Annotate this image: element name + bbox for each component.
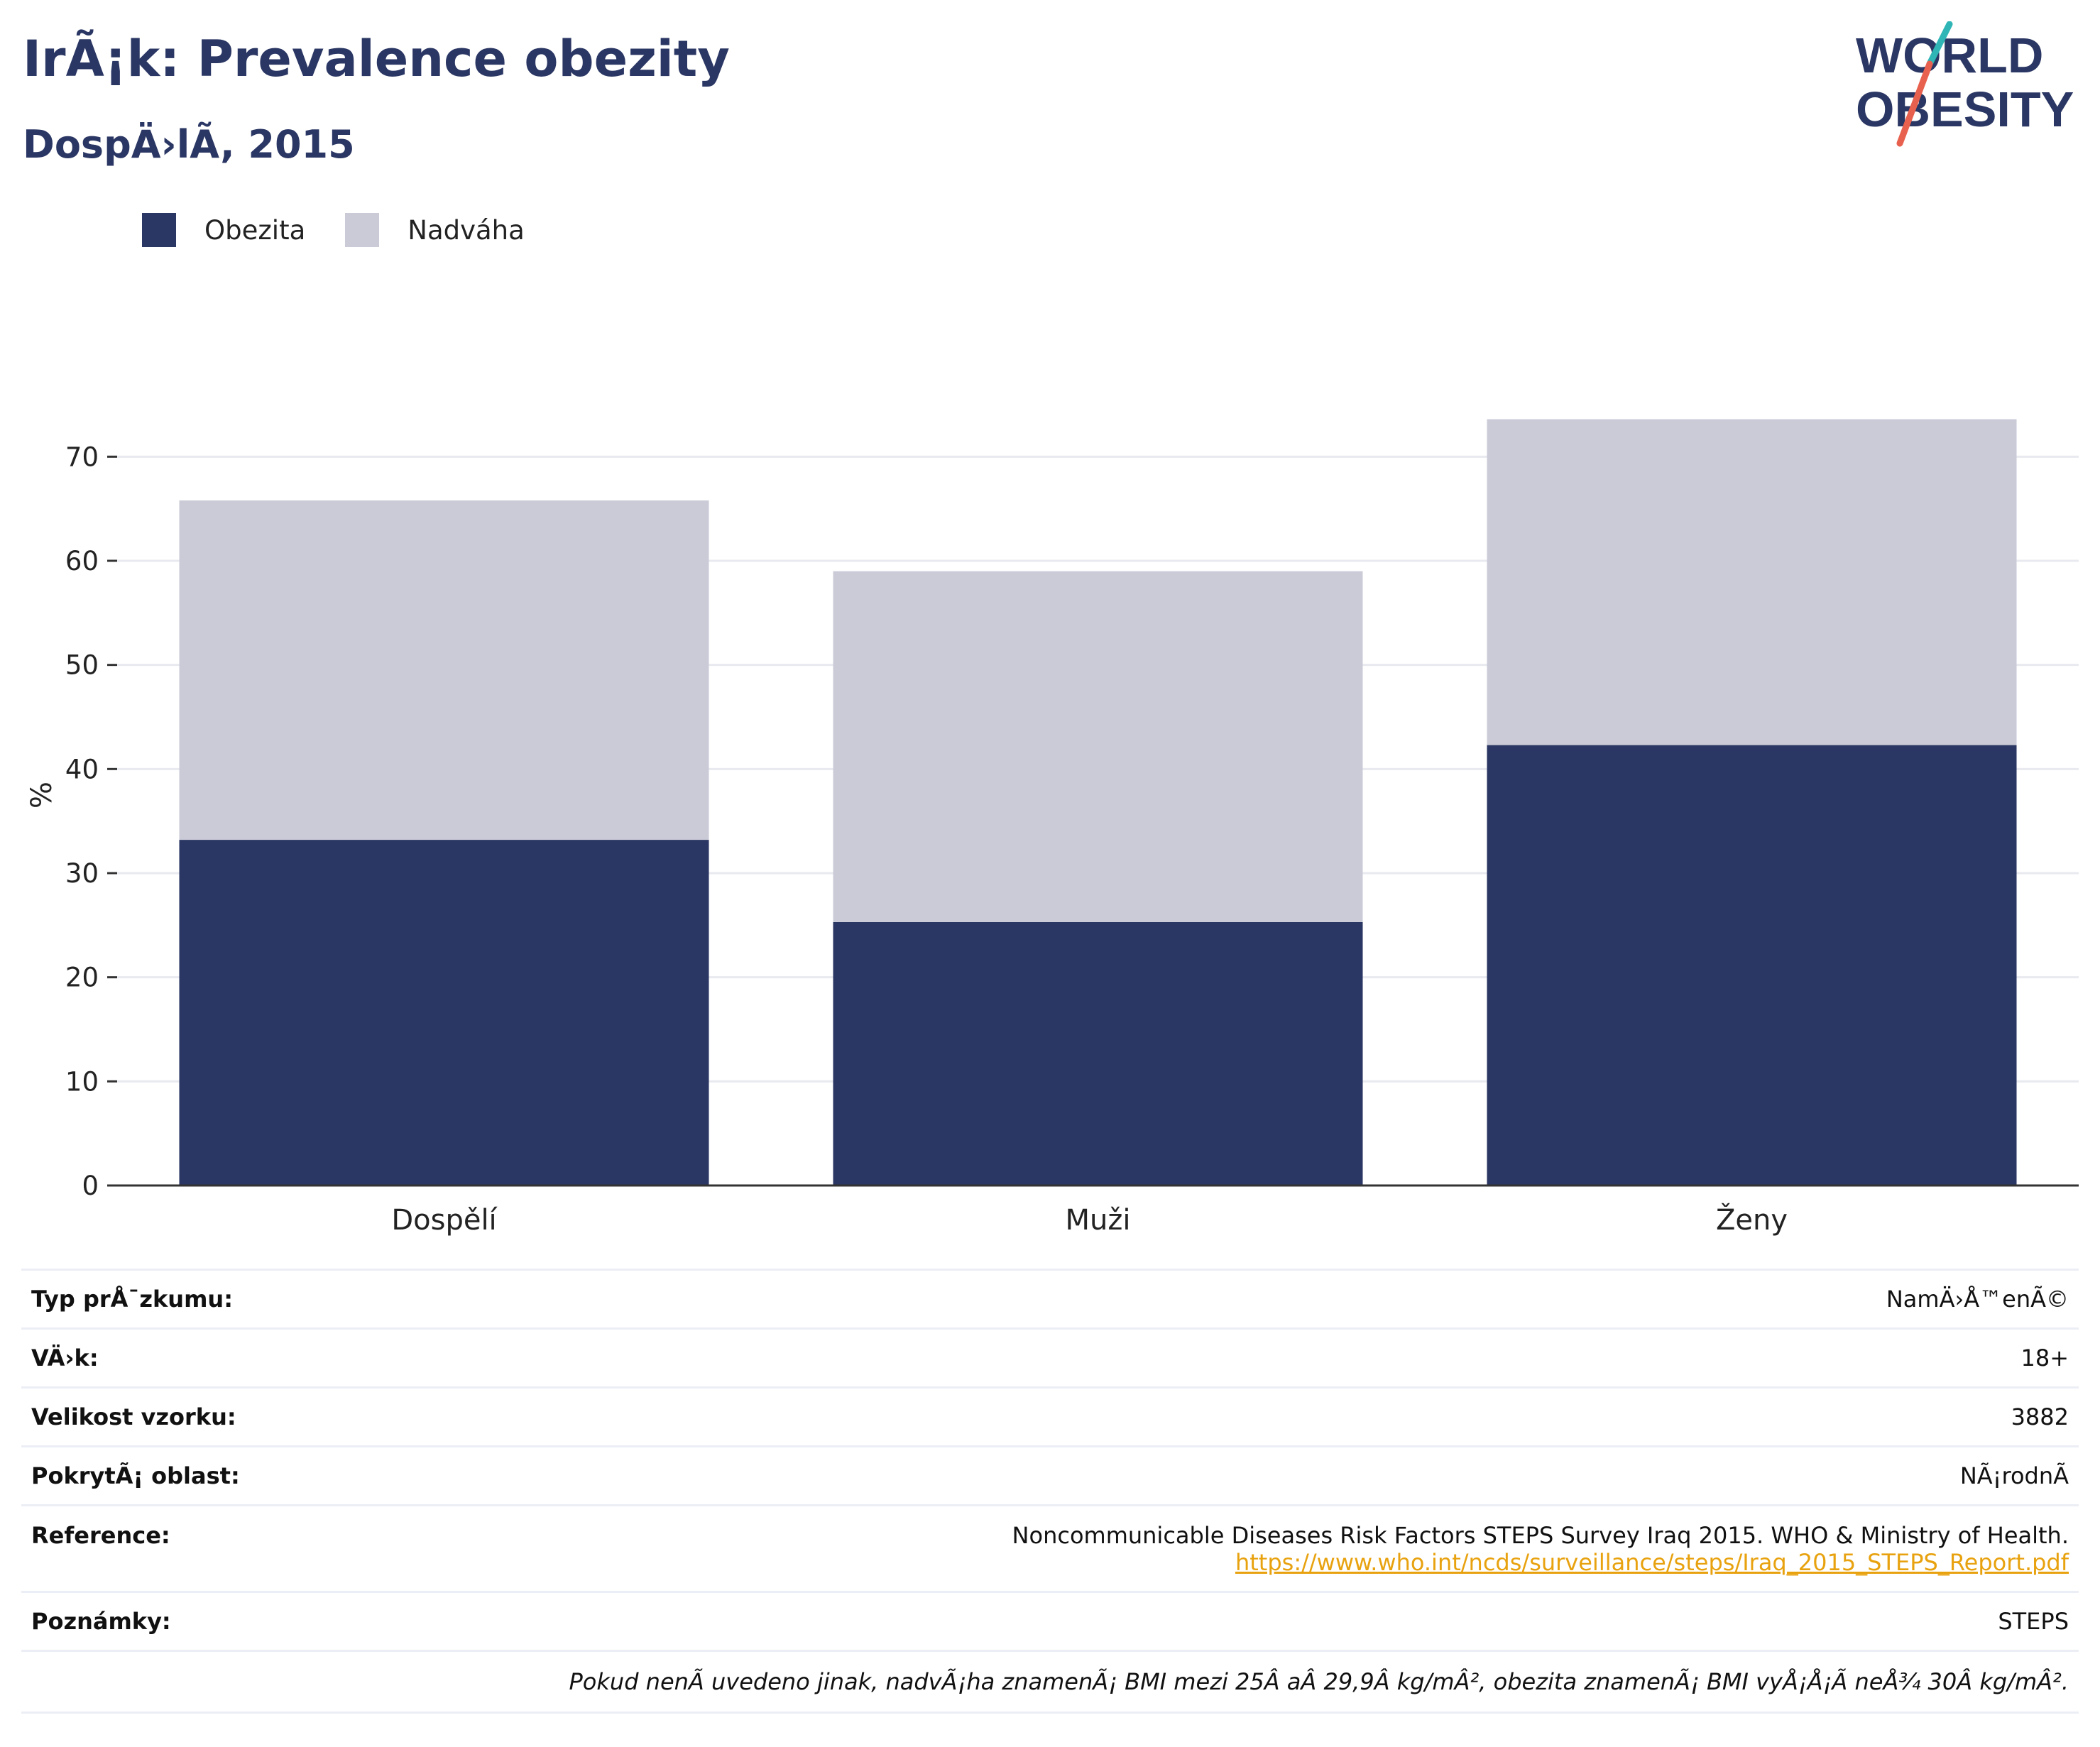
survey-type-value: NamÄ›Å™enÃ© (1886, 1286, 2069, 1313)
y-tick-label-20: 20 (65, 963, 99, 993)
x-tick-label-2: Ženy (1716, 1203, 1788, 1237)
chart-title: IrÃ¡k: Prevalence obezity (23, 30, 730, 88)
world-obesity-logo: WORLD OBESITY (1856, 21, 2074, 147)
logo-text-obesity: OBESITY (1856, 82, 2074, 137)
legend-swatch-nadvaha (345, 213, 380, 247)
reference-label: Reference: (31, 1522, 170, 1549)
y-tick-label-50: 50 (65, 650, 99, 681)
legend-item-nadvaha[interactable]: Nadváha (345, 213, 525, 247)
y-tick-label-70: 70 (65, 442, 99, 472)
y-tick-label-10: 10 (65, 1066, 99, 1097)
legend-label-nadvaha: Nadváha (408, 214, 525, 246)
bar-nadvaha-2 (1487, 419, 2017, 745)
info-row-sample-size: Velikost vzorku: 3882 (21, 1386, 2079, 1445)
chart-subtitle: DospÄ›lÃ, 2015 (23, 122, 355, 167)
sample-size-label: Velikost vzorku: (31, 1403, 236, 1430)
bar-obezita-1 (833, 921, 1363, 1185)
logo-slash-bottom (1896, 60, 1933, 147)
info-row-notes: Poznámky: STEPS (21, 1591, 2079, 1650)
y-tick-label-60: 60 (65, 546, 99, 576)
y-tick-label-0: 0 (82, 1171, 99, 1201)
bar-nadvaha-1 (833, 571, 1363, 922)
bar-obezita-2 (1487, 745, 2017, 1185)
x-tick-label-0: Dospělí (391, 1204, 498, 1237)
y-axis-label: % (26, 782, 58, 809)
sample-size-value: 3882 (2011, 1403, 2069, 1430)
reference-text: Noncommunicable Diseases Risk Factors ST… (1012, 1522, 2069, 1549)
info-row-footnote: Pokud nenÃ uvedeno jinak, nadvÃ¡ha zname… (21, 1650, 2079, 1714)
reference-value: Noncommunicable Diseases Risk Factors ST… (1012, 1522, 2069, 1576)
bar-obezita-0 (179, 840, 709, 1185)
info-row-survey-type: Typ prÅ¯zkumu: NamÄ›Å™enÃ© (21, 1269, 2079, 1327)
bar-nadvaha-0 (179, 500, 709, 840)
logo-text-world: WORLD (1856, 28, 2043, 83)
info-row-age: VÄ›k: 18+ (21, 1327, 2079, 1386)
y-tick-label-40: 40 (65, 754, 99, 784)
y-tick-label-30: 30 (65, 858, 99, 889)
area-label: PokrytÃ¡ oblast: (31, 1462, 240, 1489)
legend-label-obezita: Obezita (204, 214, 306, 246)
notes-label: Poznámky: (31, 1608, 171, 1635)
legend-item-obezita[interactable]: Obezita (142, 213, 305, 247)
info-row-reference: Reference: Noncommunicable Diseases Risk… (21, 1504, 2079, 1591)
survey-info-table: Typ prÅ¯zkumu: NamÄ›Å™enÃ© VÄ›k: 18+ Vel… (21, 1269, 2079, 1714)
area-value: NÃ¡rodnÃ (1959, 1462, 2069, 1489)
age-value: 18+ (2020, 1345, 2069, 1371)
logo-slash-top (1926, 21, 1953, 67)
info-row-area: PokrytÃ¡ oblast: NÃ¡rodnÃ (21, 1445, 2079, 1504)
survey-type-label: Typ prÅ¯zkumu: (31, 1286, 233, 1313)
notes-value: STEPS (1998, 1608, 2069, 1635)
legend-swatch-obezita (142, 213, 176, 247)
chart-legend: Obezita Nadváha (142, 212, 564, 248)
footnote-text: Pokud nenÃ uvedeno jinak, nadvÃ¡ha zname… (569, 1668, 2069, 1695)
x-tick-label-1: Muži (1066, 1204, 1131, 1237)
age-label: VÄ›k: (31, 1345, 99, 1371)
stacked-bar-chart: 0 10 20 30 40 50 60 70% Dospělí Muži Ženy (26, 419, 2079, 1237)
reference-link[interactable]: https://www.who.int/ncds/surveillance/st… (1235, 1549, 2069, 1576)
